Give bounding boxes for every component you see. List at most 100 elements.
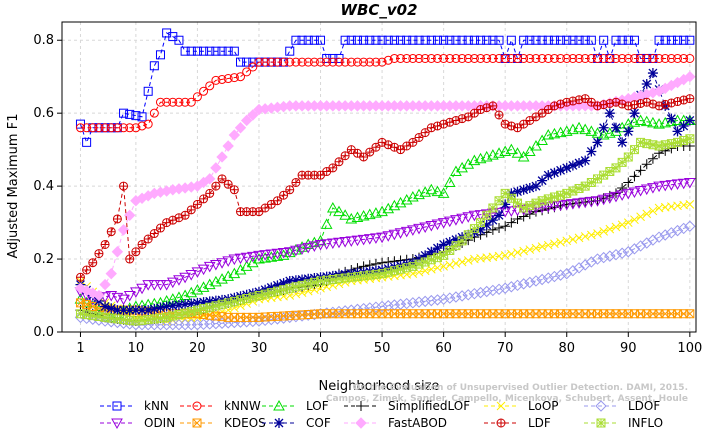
point-ldof-45 — [345, 304, 358, 316]
point-ldof-74 — [524, 276, 536, 289]
point-ldf-7 — [112, 214, 122, 224]
point-odin-21 — [197, 264, 210, 276]
point-knn-50 — [377, 35, 387, 45]
point-knnw-17 — [174, 97, 184, 107]
point-odin-11 — [136, 283, 148, 295]
x-tick-label-5: 50 — [374, 341, 391, 356]
point-loop-73 — [519, 246, 529, 256]
point-odin-61 — [443, 216, 456, 228]
legend-marker-simplifiedlof — [356, 401, 366, 411]
legend: kNN kNNW LOF SimplifiedLOF LoOP LDOF ODIN KDEOS… — [100, 399, 663, 430]
point-simplifiedlof-68 — [487, 224, 498, 235]
point-odin-8 — [117, 294, 130, 306]
point-ldf-1 — [76, 273, 85, 282]
point-ldof-60 — [437, 293, 450, 305]
point-inflo-14 — [155, 313, 165, 323]
point-ldf-18 — [180, 210, 190, 220]
point-simplifiedlof-91 — [629, 171, 640, 182]
point-odin-92 — [634, 185, 647, 197]
point-knn-55 — [408, 35, 418, 45]
point-knn-22 — [205, 46, 215, 56]
point-odin-43 — [333, 237, 345, 249]
point-knnw-76 — [537, 53, 547, 63]
point-knnw-62 — [451, 53, 461, 63]
point-ldf-23 — [211, 181, 221, 191]
point-knnw-100 — [685, 53, 695, 63]
point-ldf-6 — [106, 227, 116, 237]
point-ldof-62 — [450, 291, 462, 303]
point-simplifiedlof-69 — [494, 223, 505, 234]
point-knnw-27 — [236, 72, 246, 82]
x-tick-label-7: 70 — [497, 341, 514, 356]
point-fastabod-6 — [105, 267, 117, 280]
point-ldof-54 — [400, 297, 413, 310]
point-ldof-55 — [407, 297, 419, 309]
point-knnw-77 — [543, 53, 553, 63]
series-kdeos — [75, 298, 695, 322]
point-knn-26 — [229, 46, 239, 56]
point-ldf-22 — [205, 189, 214, 198]
point-lof-28 — [240, 260, 253, 271]
point-inflo-52 — [389, 266, 399, 276]
point-ldf-72 — [513, 123, 522, 132]
legend-marker-lof — [273, 399, 285, 411]
point-knn-66 — [476, 35, 486, 45]
point-knn-24 — [217, 46, 227, 56]
point-knnw-74 — [525, 53, 535, 63]
point-fastabod-100 — [684, 70, 696, 83]
point-knnw-92 — [636, 53, 646, 63]
point-ldof-49 — [370, 301, 382, 313]
legend-marker-odin — [111, 418, 123, 430]
point-ldf-25 — [223, 179, 233, 189]
point-odin-38 — [302, 242, 315, 254]
point-odin-100 — [683, 177, 696, 189]
point-knnw-30 — [254, 57, 264, 67]
point-lof-71 — [505, 143, 518, 155]
point-cof-18 — [180, 299, 191, 310]
point-ldf-69 — [495, 111, 504, 119]
point-inflo-63 — [457, 236, 467, 246]
point-ldf-44 — [341, 151, 350, 160]
point-ldf-19 — [186, 205, 196, 215]
point-inflo-78 — [549, 192, 559, 202]
point-cof-66 — [475, 224, 486, 235]
legend-item-cof: COF — [262, 416, 331, 430]
point-knnw-38 — [303, 57, 313, 67]
point-inflo-86 — [599, 170, 609, 180]
point-lof-85 — [591, 127, 604, 138]
point-ldf-16 — [168, 215, 178, 225]
point-knn-81 — [568, 35, 578, 45]
point-ldof-100 — [684, 220, 696, 232]
point-ldof-83 — [579, 259, 591, 271]
point-fastabod-22 — [204, 173, 216, 185]
point-ldof-85 — [591, 253, 604, 265]
point-ldf-2 — [82, 266, 91, 274]
point-ldof-33 — [271, 313, 284, 325]
point-knnw-33 — [272, 57, 282, 67]
point-cof-12 — [143, 305, 154, 316]
point-ldf-30 — [254, 207, 263, 216]
point-odin-53 — [394, 228, 407, 239]
point-lof-74 — [523, 145, 536, 156]
point-odin-28 — [240, 252, 253, 264]
legend-item-odin: ODIN — [100, 416, 175, 430]
point-knnw-37 — [297, 57, 307, 67]
point-inflo-87 — [605, 167, 615, 177]
point-odin-44 — [339, 237, 351, 248]
point-knnw-41 — [322, 57, 332, 67]
point-ldf-14 — [155, 223, 165, 233]
point-lof-27 — [234, 263, 247, 275]
point-ldf-95 — [654, 101, 664, 111]
point-lof-43 — [333, 205, 345, 217]
point-loop-90 — [623, 218, 633, 227]
point-knnw-7 — [112, 123, 122, 133]
point-knnw-8 — [119, 123, 129, 133]
point-knn-25 — [223, 46, 233, 56]
point-cof-11 — [137, 305, 148, 316]
series-inflo — [75, 134, 695, 326]
point-simplifiedlof-71 — [506, 217, 517, 228]
point-ldf-78 — [549, 101, 559, 111]
point-knnw-6 — [106, 123, 116, 133]
point-loop-64 — [463, 256, 473, 265]
point-knnw-47 — [359, 57, 369, 67]
